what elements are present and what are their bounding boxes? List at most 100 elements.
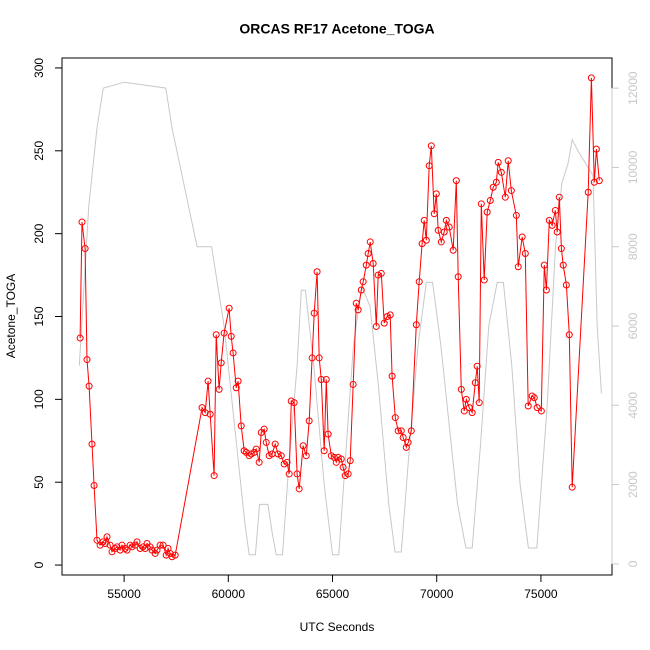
data-point: [225, 304, 233, 312]
data-point: [245, 452, 253, 460]
data-point: [252, 445, 260, 453]
data-point: [445, 223, 453, 231]
data-point: [465, 404, 473, 412]
data-point: [471, 379, 479, 387]
data-point: [101, 540, 109, 548]
y-tick-label: 100: [32, 389, 46, 409]
data-point: [548, 221, 556, 229]
data-point: [399, 433, 407, 441]
data-point: [559, 261, 567, 269]
y-tick-label: 250: [32, 140, 46, 160]
data-point: [386, 311, 394, 319]
data-point: [153, 546, 161, 554]
data-point: [103, 533, 111, 541]
data-point: [533, 404, 541, 412]
data-point: [262, 438, 270, 446]
y2-tick-label: 8000: [626, 233, 640, 260]
data-point: [394, 427, 402, 435]
data-point: [85, 382, 93, 390]
data-point: [542, 286, 550, 294]
data-point: [518, 233, 526, 241]
data-point: [415, 278, 423, 286]
data-point: [227, 332, 235, 340]
data-point: [475, 399, 483, 407]
data-point: [324, 430, 332, 438]
data-point: [514, 263, 522, 271]
data-point: [595, 177, 603, 185]
data-point: [486, 197, 494, 205]
data-point: [106, 541, 114, 549]
data-point: [126, 541, 134, 549]
data-point: [460, 407, 468, 415]
data-point: [524, 402, 532, 410]
data-point: [229, 349, 237, 357]
data-point: [313, 268, 321, 276]
data-point: [422, 236, 430, 244]
data-point: [504, 157, 512, 165]
data-point: [437, 238, 445, 246]
data-point: [473, 362, 481, 370]
data-point: [530, 394, 538, 402]
data-point: [590, 178, 598, 186]
data-point: [349, 380, 357, 388]
data-point: [346, 457, 354, 465]
data-point: [397, 427, 405, 435]
data-point: [391, 414, 399, 422]
data-point: [99, 538, 107, 546]
data-point: [565, 331, 573, 339]
data-point: [497, 168, 505, 176]
data-point: [133, 538, 141, 546]
data-point: [388, 372, 396, 380]
data-point: [568, 483, 576, 491]
data-point: [501, 193, 509, 201]
data-point: [480, 276, 488, 284]
data-point: [357, 286, 365, 294]
x-axis-label: UTC Seconds: [300, 620, 375, 634]
y-tick-label: 0: [32, 561, 46, 568]
y2-tick-label: 2000: [626, 471, 640, 498]
data-point: [427, 142, 435, 150]
y-tick-label: 150: [32, 306, 46, 326]
data-point: [285, 470, 293, 478]
data-point: [540, 261, 548, 269]
data-point: [562, 281, 570, 289]
data-point: [215, 385, 223, 393]
data-point: [489, 183, 497, 191]
data-point: [305, 417, 313, 425]
data-point: [210, 472, 218, 480]
data-point: [404, 438, 412, 446]
data-point: [364, 250, 372, 258]
data-point: [76, 334, 84, 342]
data-point: [237, 422, 245, 430]
data-point: [337, 455, 345, 463]
data-point: [352, 299, 360, 307]
data-point: [232, 384, 240, 392]
data-point: [432, 190, 440, 198]
data-point: [418, 240, 426, 248]
data-point: [442, 216, 450, 224]
data-point: [78, 218, 86, 226]
data-point: [201, 409, 209, 417]
data-point: [156, 541, 164, 549]
data-point: [88, 440, 96, 448]
data-point: [494, 158, 502, 166]
data-point: [204, 377, 212, 385]
data-point: [277, 452, 285, 460]
data-point: [217, 359, 225, 367]
data-point: [290, 399, 298, 407]
data-point: [412, 321, 420, 329]
data-point: [295, 485, 303, 493]
y-axis-label: Acetone_TOGA: [4, 274, 18, 359]
x-tick-label: 60000: [212, 587, 246, 601]
data-point: [440, 228, 448, 236]
data-point: [260, 425, 268, 433]
data-point: [308, 354, 316, 362]
y-tick-label: 300: [32, 58, 46, 78]
data-point: [366, 238, 374, 246]
data-point: [83, 356, 91, 364]
data-point: [234, 377, 242, 385]
data-point: [299, 442, 307, 450]
data-point: [420, 216, 428, 224]
